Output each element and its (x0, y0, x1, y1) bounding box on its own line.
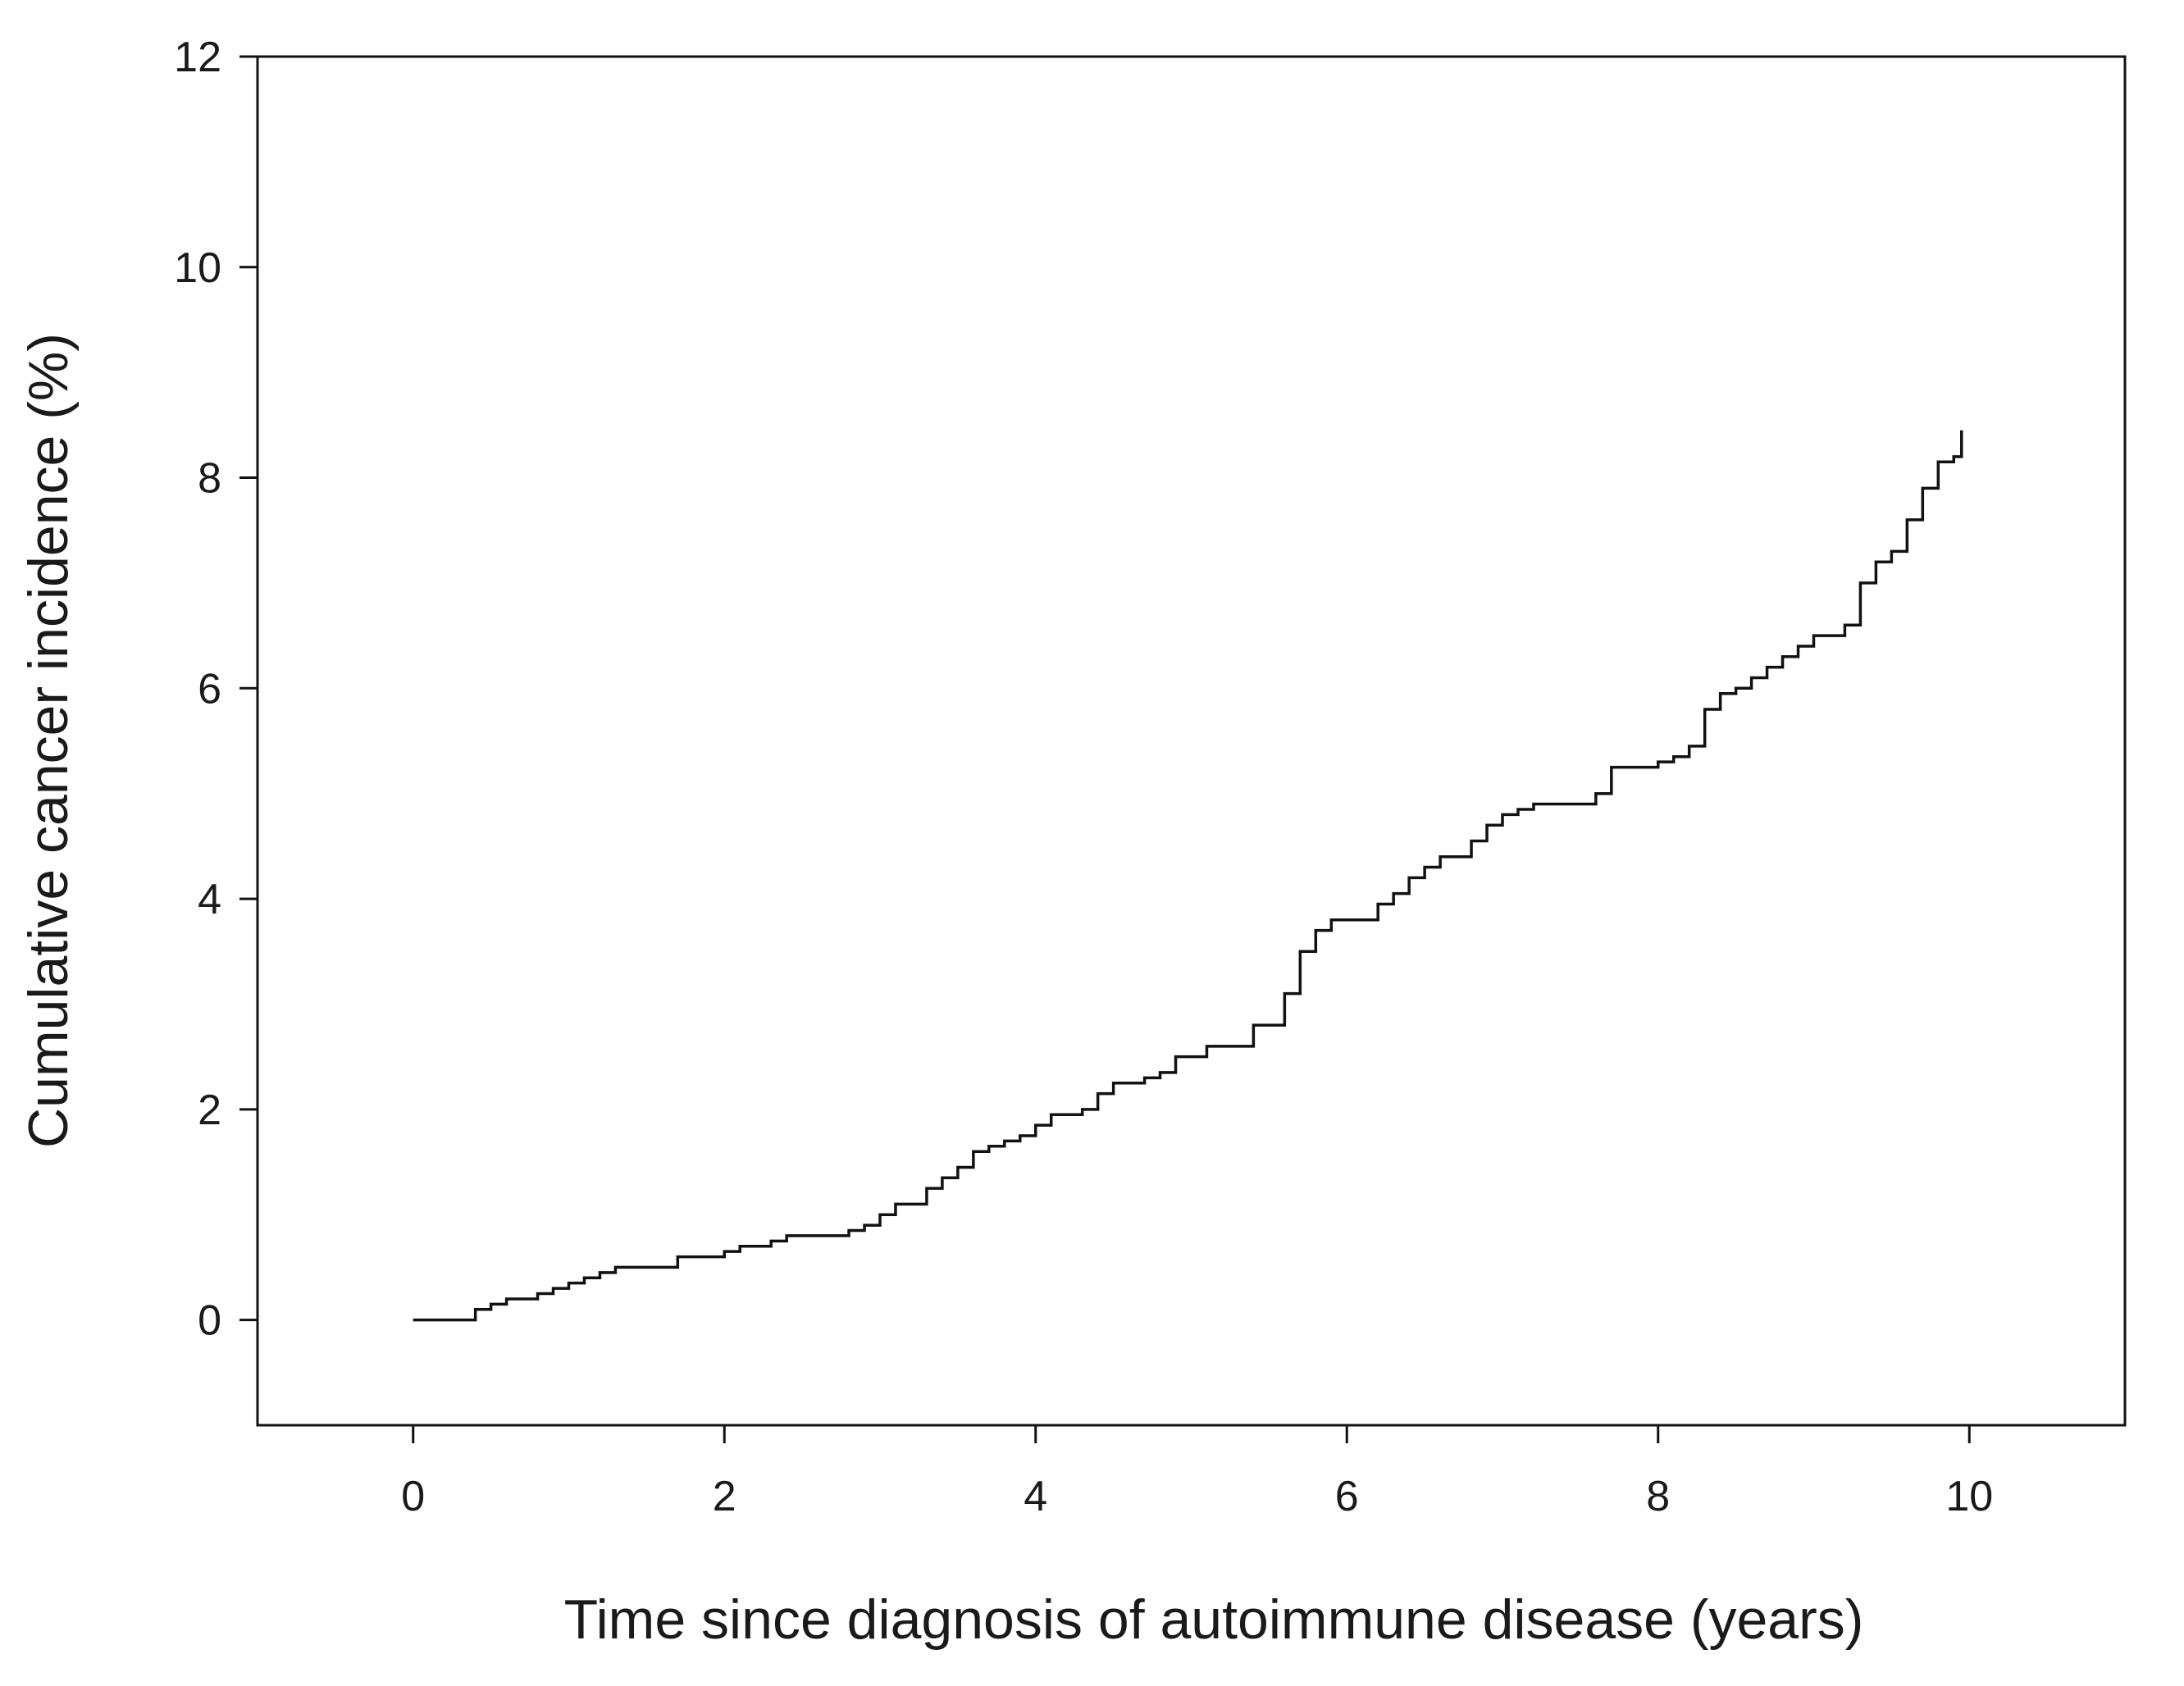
y-tick-label: 10 (174, 244, 221, 292)
x-axis-ticks: 0 2 4 6 8 10 (401, 1425, 1993, 1520)
y-tick-label: 6 (198, 665, 221, 713)
y-axis-label: Cumulative cancer incidence (%) (17, 333, 80, 1148)
y-tick-label: 8 (198, 455, 221, 503)
x-tick-label: 0 (401, 1473, 425, 1520)
x-tick-label: 4 (1024, 1473, 1047, 1520)
y-axis-ticks: 0 2 4 6 8 10 12 (174, 34, 258, 1345)
y-tick-label: 4 (198, 876, 221, 923)
y-tick-label: 0 (198, 1297, 221, 1345)
x-tick-label: 2 (713, 1473, 736, 1520)
y-tick-label: 12 (174, 34, 221, 81)
x-tick-label: 10 (1945, 1473, 1993, 1520)
x-tick-label: 6 (1335, 1473, 1359, 1520)
y-tick-label: 2 (198, 1087, 221, 1134)
x-tick-label: 8 (1646, 1473, 1670, 1520)
series-line (413, 430, 1963, 1322)
x-axis-label: Time since diagnosis of autoimmune disea… (564, 1588, 1864, 1651)
plot-frame (256, 55, 2127, 1427)
